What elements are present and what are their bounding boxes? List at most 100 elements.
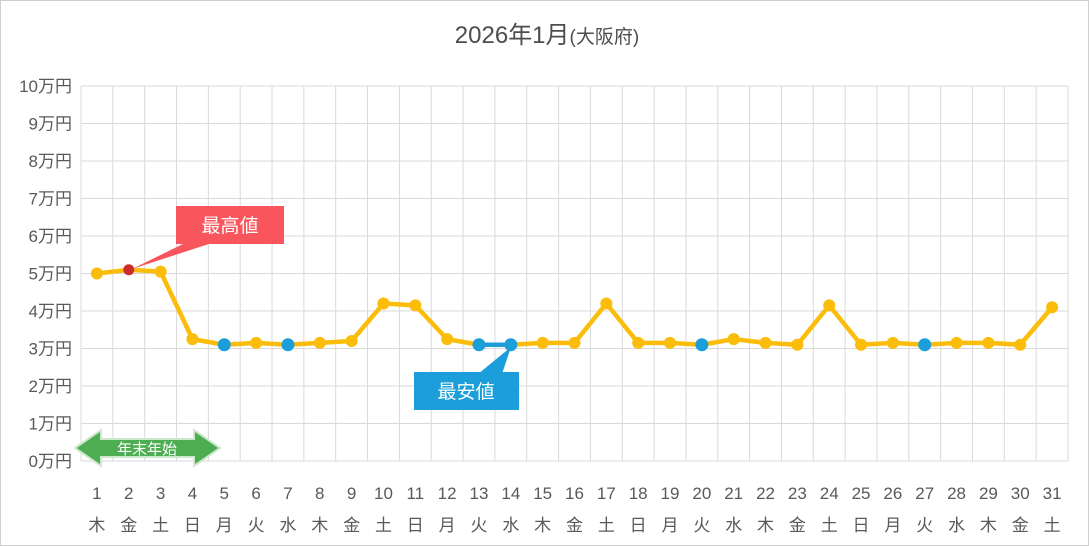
x-axis-weekday-label: 金 [789, 516, 806, 535]
min-callout-tail [478, 347, 511, 374]
data-point [1014, 338, 1027, 351]
y-axis-tick-label: 10万円 [19, 77, 72, 96]
data-point [1046, 301, 1059, 314]
data-point [823, 299, 836, 312]
x-axis-weekday-label: 土 [821, 516, 838, 535]
data-point [409, 299, 422, 312]
series-segment [158, 269, 195, 342]
x-axis-day-label: 13 [470, 484, 489, 503]
x-axis-day-label: 27 [915, 484, 934, 503]
data-point [536, 336, 549, 349]
data-point [855, 338, 868, 351]
x-axis-day-label: 24 [820, 484, 839, 503]
chart-title: 2026年1月(大阪府) [455, 22, 639, 49]
x-axis-weekday-label: 金 [120, 516, 137, 535]
x-axis-day-label: 5 [220, 484, 229, 503]
data-point [664, 336, 677, 349]
x-axis-weekday-label: 金 [566, 516, 583, 535]
x-axis-day-label: 11 [406, 484, 424, 503]
data-point [982, 336, 995, 349]
series-segment [826, 303, 864, 347]
y-axis-tick-label: 6万円 [29, 227, 72, 246]
x-axis-weekday-label: 火 [916, 516, 933, 535]
x-axis-day-label: 15 [533, 484, 552, 503]
data-point [377, 297, 390, 310]
holiday-arrow-shape [73, 428, 222, 468]
series-segment [604, 301, 641, 346]
y-axis-tick-label: 7万円 [29, 190, 72, 209]
x-axis-day-label: 12 [438, 484, 457, 503]
data-point [186, 333, 199, 346]
data-point-min [217, 338, 231, 352]
x-axis-day-label: 16 [565, 484, 584, 503]
x-axis-weekday-label: 月 [884, 516, 901, 535]
data-point [632, 336, 645, 349]
series-segment [1017, 305, 1055, 347]
x-axis-day-label: 22 [756, 484, 775, 503]
y-axis-tick-label: 5万円 [29, 265, 72, 284]
x-axis-weekday-label: 月 [662, 516, 679, 535]
x-axis-day-label: 19 [661, 484, 680, 503]
x-axis-weekday-label: 日 [853, 516, 870, 535]
max-callout-box [176, 206, 284, 244]
data-point-min [504, 338, 518, 352]
data-point [568, 336, 581, 349]
data-point [90, 267, 103, 280]
x-axis-weekday-label: 金 [1012, 516, 1029, 535]
min-callout: 最安値 [414, 347, 519, 410]
data-point [886, 336, 899, 349]
x-axis-day-label: 14 [501, 484, 520, 503]
x-axis-day-label: 28 [947, 484, 966, 503]
x-axis-day-label: 21 [724, 484, 743, 503]
max-callout: 最高値 [132, 206, 284, 269]
x-axis-weekday-label: 土 [152, 516, 169, 535]
x-axis-day-label: 30 [1011, 484, 1030, 503]
x-axis-day-label: 17 [597, 484, 616, 503]
x-axis-day-label: 18 [629, 484, 648, 503]
data-point [441, 333, 454, 346]
x-axis-day-label: 2 [124, 484, 133, 503]
min-callout-box [414, 372, 519, 410]
x-axis-weekday-label: 日 [184, 516, 201, 535]
x-axis-day-label: 20 [692, 484, 711, 503]
data-point-min [695, 338, 709, 352]
data-point-max [123, 264, 135, 276]
chart-title-month: 2026年1月 [455, 22, 570, 49]
data-point [600, 297, 613, 310]
x-axis-weekday-label: 火 [470, 516, 487, 535]
x-axis-weekday-label: 水 [725, 516, 742, 535]
holiday-arrow-label: 年末年始 [117, 441, 177, 458]
x-axis-day-label: 29 [979, 484, 998, 503]
x-axis-day-label: 8 [315, 484, 324, 503]
x-axis-day-label: 1 [92, 484, 101, 503]
holiday-arrow: 年末年始 [73, 428, 222, 468]
y-axis-tick-label: 9万円 [29, 115, 72, 134]
data-point [154, 265, 167, 278]
x-axis-weekday-label: 木 [980, 516, 997, 535]
chart-title-region: (大阪府) [570, 26, 640, 48]
x-axis-day-label: 4 [188, 484, 197, 503]
data-point [727, 333, 740, 346]
x-axis-weekday-label: 土 [375, 516, 392, 535]
x-axis-day-label: 10 [374, 484, 393, 503]
y-axis-tick-label: 8万円 [29, 152, 72, 171]
x-axis-weekday-label: 木 [534, 516, 551, 535]
y-axis-tick-label: 4万円 [29, 302, 72, 321]
series-layer [90, 264, 1059, 352]
x-axis-weekday-label: 水 [502, 516, 519, 535]
x-axis-day-label: 9 [347, 484, 356, 503]
x-axis-weekday-label: 木 [757, 516, 774, 535]
data-point [791, 338, 804, 351]
data-point-min [918, 338, 932, 352]
x-axis-weekday-label: 水 [948, 516, 965, 535]
x-axis-weekday-label: 日 [630, 516, 647, 535]
x-axis-weekday-label: 水 [279, 516, 296, 535]
x-axis-weekday-label: 木 [311, 516, 328, 535]
grid-layer [80, 85, 1069, 462]
series-segment [413, 303, 450, 342]
series-segment [795, 303, 832, 347]
x-axis-day-label: 3 [156, 484, 165, 503]
axis-labels-layer: 0万円1万円2万円3万円4万円5万円6万円7万円8万円9万円10万円1木2金3土… [19, 77, 1061, 535]
